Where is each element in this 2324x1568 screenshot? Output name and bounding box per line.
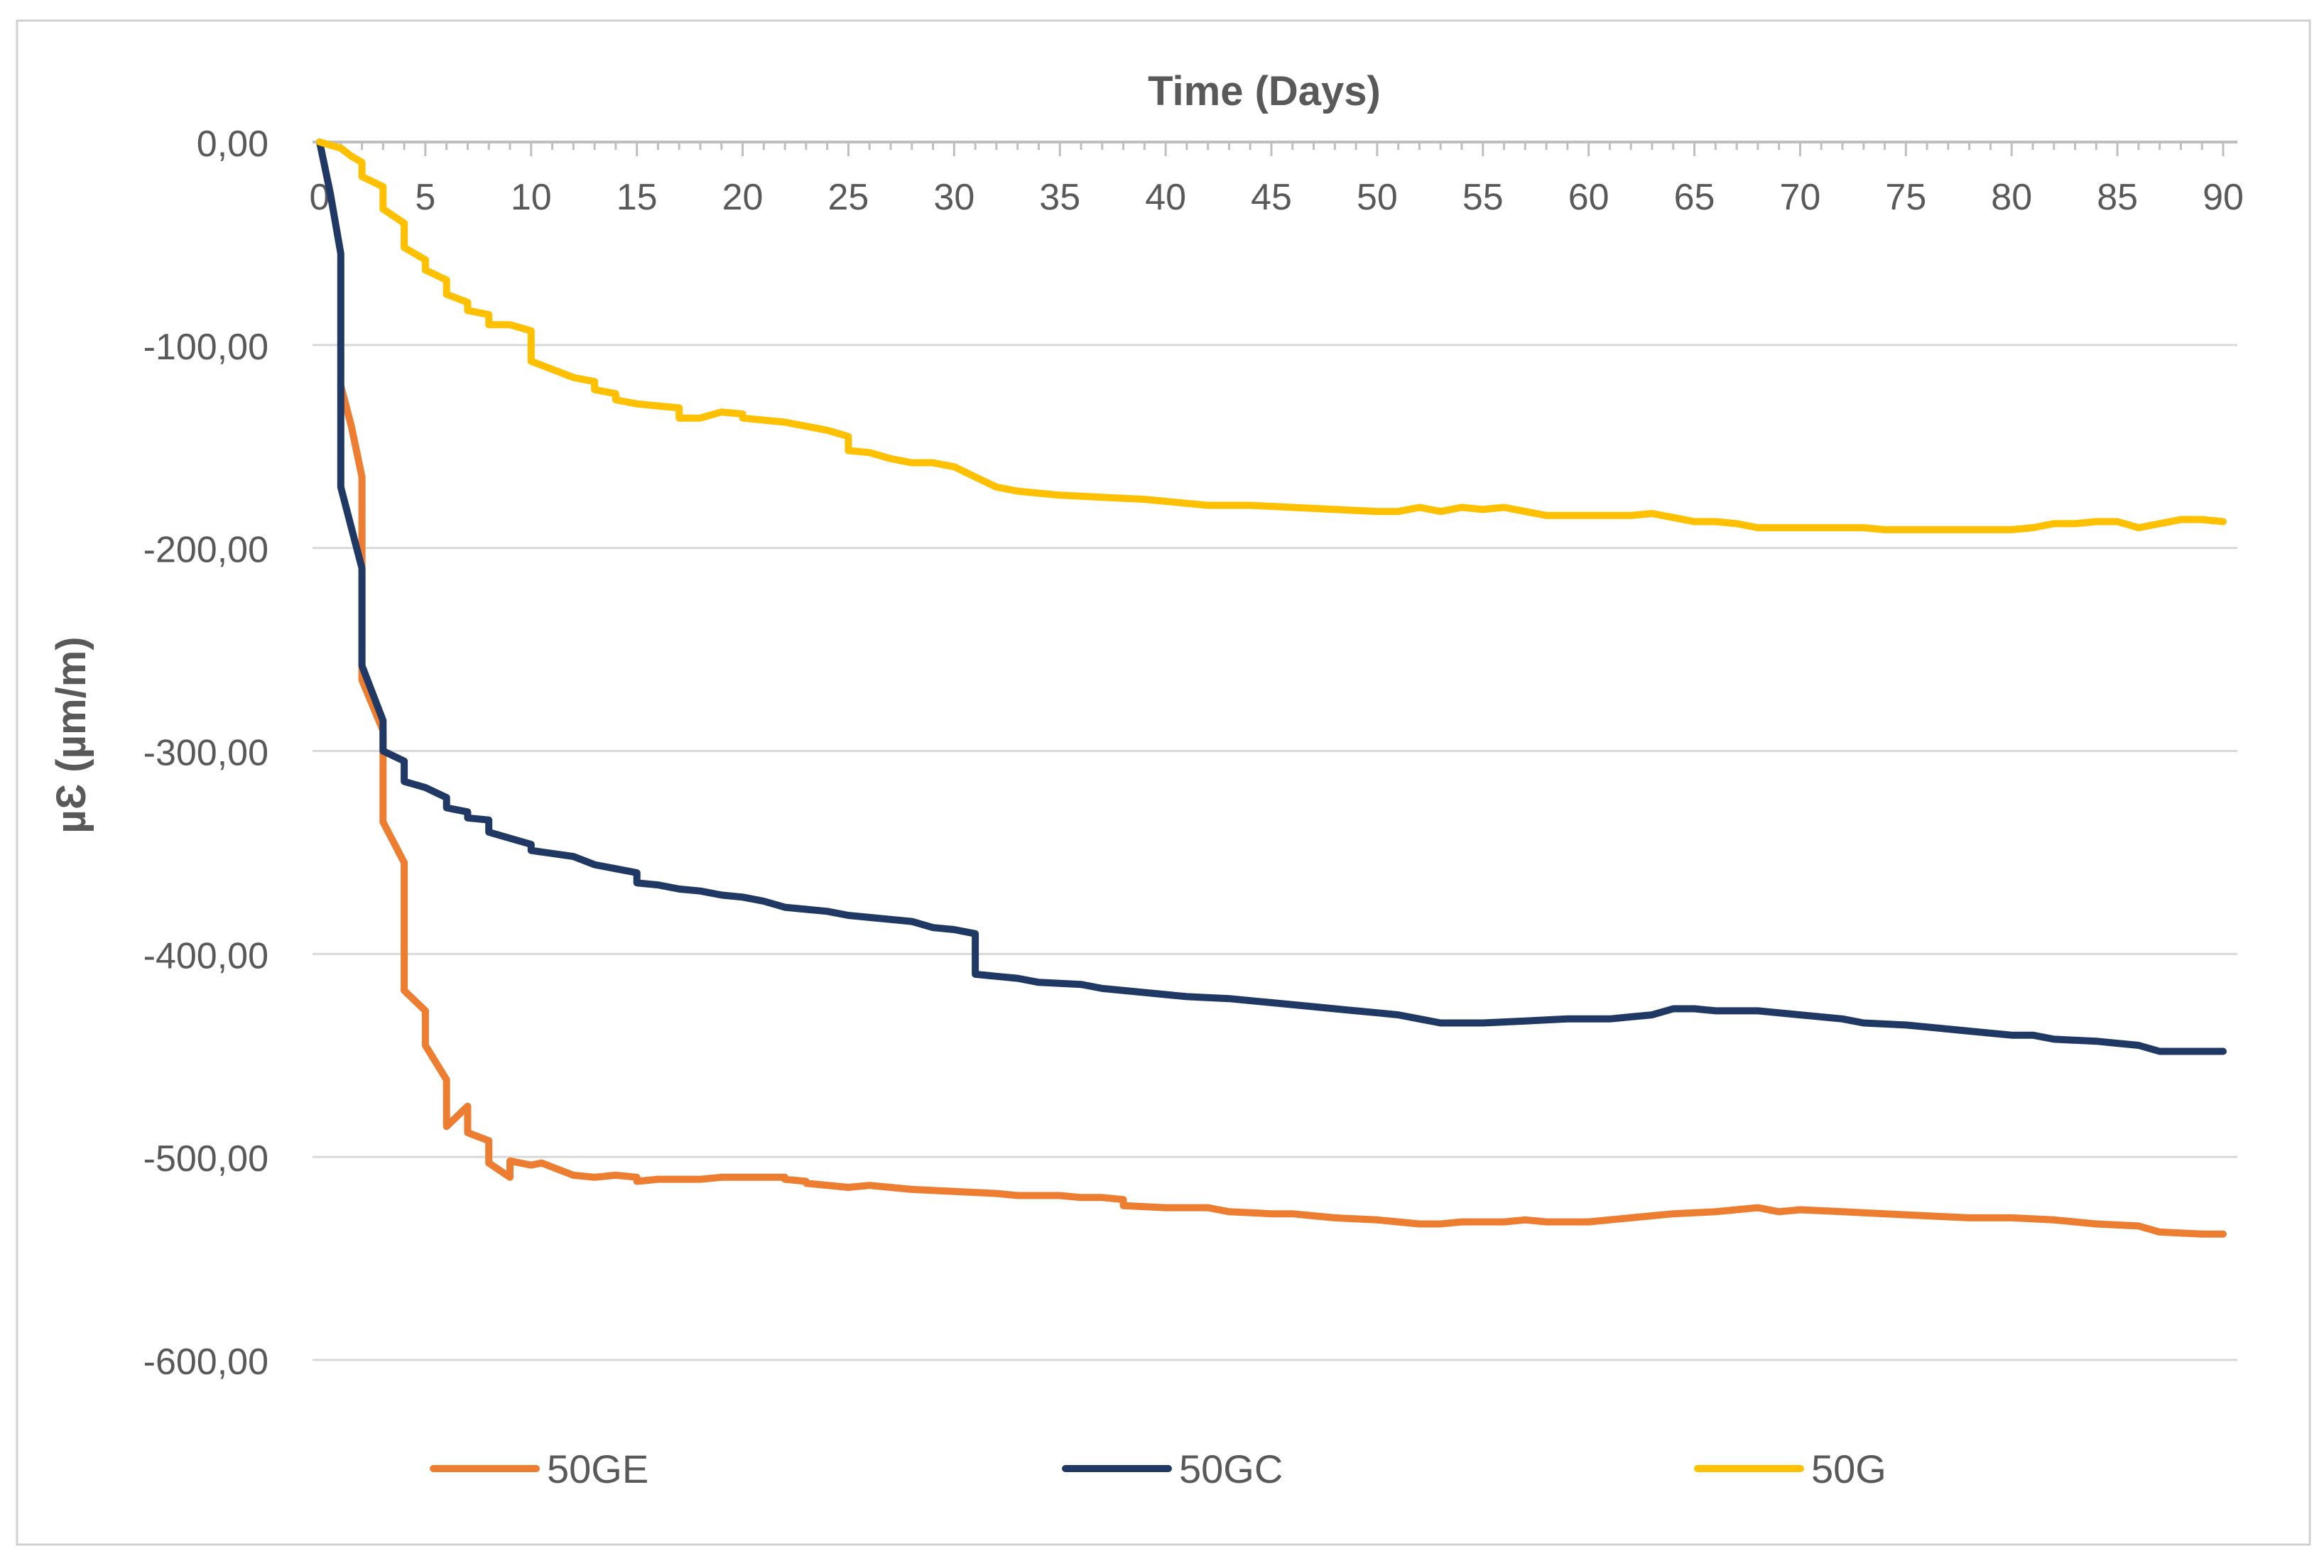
x-tick-label: 50 — [1357, 177, 1398, 218]
x-tick-label: 65 — [1674, 177, 1715, 218]
y-tick-label: 0,00 — [197, 124, 268, 165]
gridlines — [313, 344, 2237, 1361]
y-axis-title: µƐ (µm/m) — [48, 636, 94, 833]
chart-border — [16, 19, 2311, 1546]
y-tick-label: -300,00 — [143, 733, 268, 774]
x-tick-label: 80 — [1991, 177, 2032, 218]
x-tick-label: 10 — [511, 177, 552, 218]
x-axis-title: Time (Days) — [1148, 68, 1381, 114]
x-tick-label: 70 — [1780, 177, 1821, 218]
x-tick-label: 20 — [722, 177, 764, 218]
x-tick-label: 25 — [828, 177, 869, 218]
y-tick-label: -600,00 — [143, 1341, 268, 1383]
legend: 50GE 50GC 50G — [430, 1447, 1886, 1491]
x-tick-label: 30 — [933, 177, 974, 218]
series-lines — [316, 138, 2227, 1238]
x-tick-label: 15 — [617, 177, 658, 218]
y-tick-label: -100,00 — [143, 327, 268, 368]
x-tick-label: 75 — [1885, 177, 1926, 218]
x-tick-label: 45 — [1251, 177, 1292, 218]
legend-label-50g: 50G — [1811, 1447, 1886, 1491]
y-axis: 0,00 -100,00 -200,00 -300,00 -400,00 -500,00 -… — [143, 124, 268, 1383]
series-line-50ge — [337, 382, 2227, 1238]
x-tick-label: 5 — [415, 177, 435, 218]
x-tick-label: 85 — [2097, 177, 2138, 218]
series-line-50gc — [316, 138, 2227, 1055]
x-tick-label: 40 — [1145, 177, 1186, 218]
x-axis: 0 5 10 15 20 25 30 35 40 45 50 55 60 65 70 75 80 85 90 — [310, 141, 2244, 218]
x-tick-label: 55 — [1462, 177, 1504, 218]
legend-label-50gc: 50GC — [1179, 1447, 1283, 1491]
x-tick-label: 35 — [1039, 177, 1080, 218]
legend-label-50ge: 50GE — [547, 1447, 648, 1491]
y-tick-label: -500,00 — [143, 1138, 268, 1180]
y-tick-label: -200,00 — [143, 530, 268, 571]
series-line-50g — [316, 138, 2227, 533]
y-tick-label: -400,00 — [143, 935, 268, 976]
x-tick-label: 90 — [2203, 177, 2244, 218]
x-tick-label: 60 — [1568, 177, 1609, 218]
